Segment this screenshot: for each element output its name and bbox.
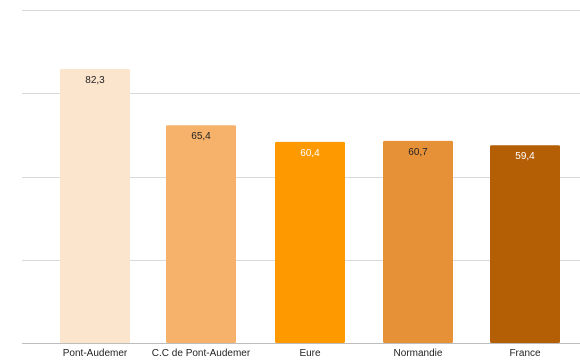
bar-normandie — [383, 140, 453, 343]
category-labels: Pont-Audemer C.C de Pont-Audemer Eure Norma… — [63, 348, 541, 359]
data-label: 65,4 — [191, 131, 211, 142]
bar-series — [60, 68, 560, 343]
bar-eure — [275, 141, 345, 343]
category-label: Eure — [299, 348, 321, 359]
data-labels: 82,3 65,4 60,4 60,7 59,4 — [85, 75, 535, 162]
data-label: 82,3 — [85, 75, 105, 86]
category-label: France — [509, 348, 541, 359]
data-label: 60,7 — [408, 147, 428, 158]
category-label: Normandie — [394, 348, 443, 359]
bar-pont-audemer — [60, 68, 130, 343]
bar-france — [490, 145, 560, 343]
bar-c-c-de-pont-audemer — [166, 125, 236, 343]
category-label: Pont-Audemer — [63, 348, 128, 359]
category-label: C.C de Pont-Audemer — [152, 348, 251, 359]
data-label: 59,4 — [515, 151, 535, 162]
data-label: 60,4 — [300, 148, 320, 159]
